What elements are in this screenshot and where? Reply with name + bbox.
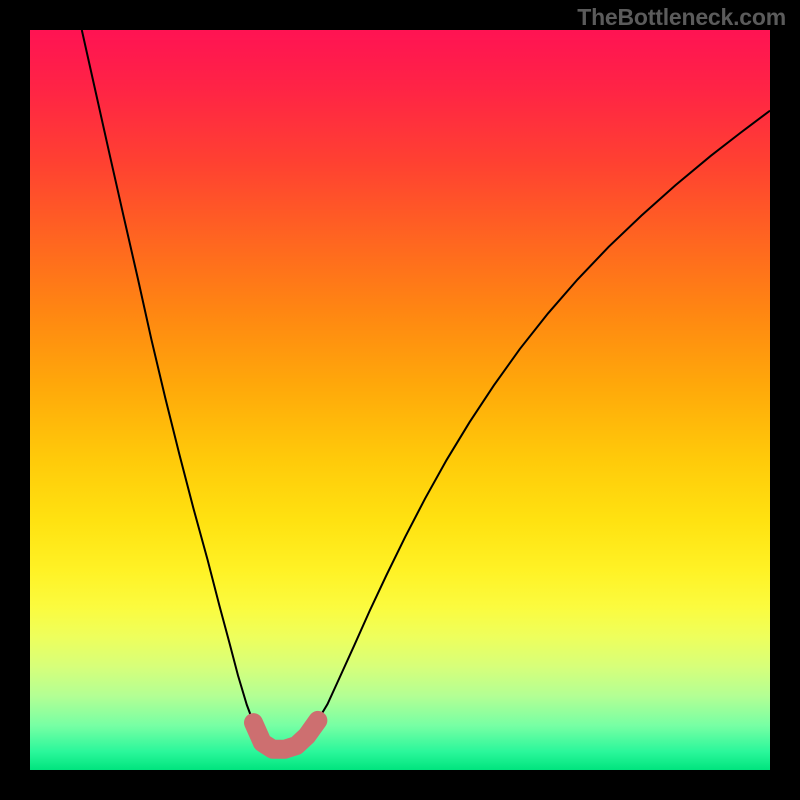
chart-frame: TheBottleneck.com <box>0 0 800 800</box>
plot-svg <box>30 30 770 770</box>
gradient-background <box>30 30 770 770</box>
watermark-text: TheBottleneck.com <box>577 4 786 31</box>
plot-area <box>30 30 770 770</box>
